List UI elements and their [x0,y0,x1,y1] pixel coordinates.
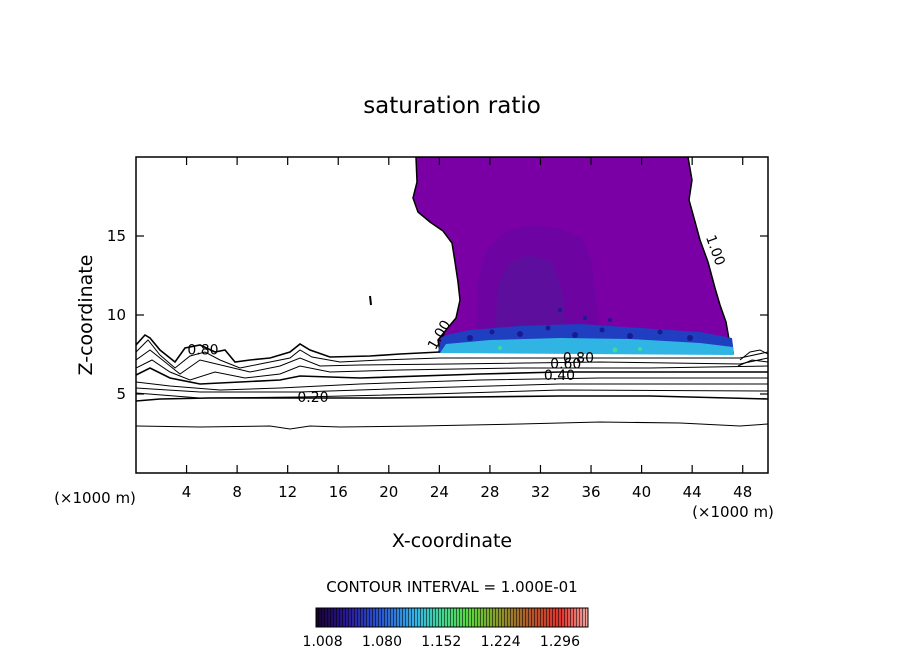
y-axis-ticks: 5 10 15 [107,227,768,403]
x-axis-label: X-coordinate [392,530,512,552]
chart-title: saturation ratio [363,93,541,119]
colorbar-tick-label: 1.080 [362,634,402,650]
y-axis-label: Z-coordinate [75,255,97,376]
y-tick-label: 10 [107,306,126,324]
plot-content: 0.200.400.600.800.80 1.001.00 [136,157,768,430]
contour-lines [136,333,768,430]
contour-label: 0.80 [563,350,594,366]
contour-label: 0.40 [544,368,575,384]
colorbar-tick-label: 1.296 [540,634,580,650]
x-tick-label: 28 [480,483,499,501]
x-tick-label: 20 [379,483,398,501]
x-tick-label: 40 [632,483,651,501]
x-tick-label: 12 [278,483,297,501]
x-tick-label: 24 [430,483,449,501]
contour-interval-text: CONTOUR INTERVAL = 1.000E-01 [326,578,577,596]
x-tick-label: 44 [683,483,702,501]
cloud-base-band-bright [440,338,734,355]
x-tick-label: 4 [182,483,192,501]
x-axis-ticks: 4 8 12 16 20 24 28 32 36 40 44 48 [182,157,752,501]
x-unit-label-right: (×1000 m) [692,503,774,521]
y-tick-label: 15 [107,227,126,245]
isolated-contour [369,295,372,306]
x-unit-label-left: (×1000 m) [54,489,136,507]
x-tick-label: 16 [329,483,348,501]
cloud-base-speckles [467,308,693,341]
colorbar-stripes [316,608,588,627]
colorbar-tick-label: 1.152 [421,634,461,650]
colorbar-tick-label: 1.224 [481,634,521,650]
cloud-core-inner [495,255,566,330]
x-tick-label: 48 [733,483,752,501]
contour-label: 0.60 [550,357,581,373]
y-tick-label: 5 [116,385,126,403]
contour-label: 0.80 [187,343,218,359]
x-tick-label: 8 [232,483,242,501]
cloud-base-bright-spots [498,346,642,353]
colorbar-tick-labels: 1.008 1.080 1.152 1.224 1.296 [303,634,581,650]
colorbar-tick-label: 1.008 [303,634,343,650]
x-tick-label: 36 [581,483,600,501]
contour-label: 0.20 [297,390,328,406]
x-tick-label: 32 [531,483,550,501]
